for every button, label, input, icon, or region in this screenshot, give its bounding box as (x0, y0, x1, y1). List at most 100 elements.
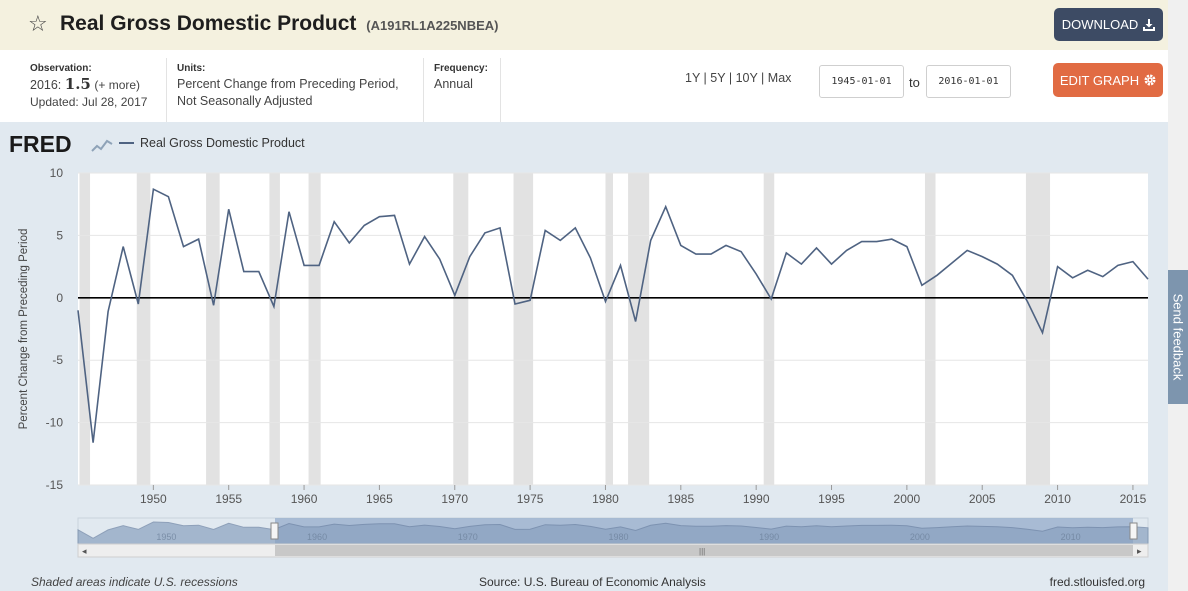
download-icon (1143, 18, 1156, 31)
recession-band (308, 173, 321, 485)
range-selector: 1Y | 5Y | 10Y | Max (685, 71, 791, 85)
y-tick-label: 10 (50, 166, 64, 180)
title-bar: ☆ Real Gross Domestic Product (A191RL1A2… (0, 0, 1168, 50)
x-tick-label: 1960 (291, 492, 318, 506)
send-feedback-tab[interactable]: Send feedback (1168, 270, 1188, 404)
edit-graph-label: EDIT GRAPH (1059, 72, 1140, 88)
y-tick-label: 5 (56, 228, 63, 242)
navigator-year-label: 2010 (1061, 532, 1081, 542)
recession-shading (79, 173, 1051, 485)
recession-band (206, 173, 220, 485)
navigator-labels: 1950 1960 1970 1980 1990 2000 2010 (156, 532, 1080, 542)
download-button[interactable]: DOWNLOAD (1054, 8, 1163, 41)
x-tick-label: 1965 (366, 492, 393, 506)
info-divider (500, 58, 501, 122)
recession-band (1025, 173, 1051, 485)
y-axis-label: Percent Change from Preceding Period (18, 229, 30, 430)
y-tick-label: 0 (56, 291, 63, 305)
recession-band (924, 173, 936, 485)
observation-more-link[interactable]: (+ more) (94, 78, 141, 92)
edit-graph-button[interactable]: EDIT GRAPH (1053, 63, 1163, 97)
x-tick-label: 1975 (517, 492, 544, 506)
download-label: DOWNLOAD (1061, 17, 1139, 32)
updated-date: Updated: Jul 28, 2017 (30, 95, 148, 109)
y-tick-label: -15 (46, 478, 64, 492)
scroll-left-arrow[interactable]: ◂ (82, 546, 87, 556)
range-1y[interactable]: 1Y (685, 71, 701, 85)
series-line[interactable] (77, 187, 1149, 443)
scrollbar-thumb[interactable] (275, 545, 1133, 556)
x-tick-label: 1995 (818, 492, 845, 506)
x-tick-label: 2010 (1044, 492, 1071, 506)
navigator-series (77, 521, 1149, 545)
gear-icon (1144, 74, 1156, 86)
y-axis: 10 5 0 -5 -10 -15 (46, 166, 64, 492)
x-tick-label: 1985 (667, 492, 694, 506)
series-title: Real Gross Domestic Product (60, 12, 357, 35)
observation-year: 2016: (30, 78, 62, 92)
range-10y[interactable]: 10Y (735, 71, 758, 85)
navigator-right-handle[interactable] (1129, 522, 1138, 540)
navigator-year-label: 1960 (307, 532, 327, 542)
navigator-year-label: 1980 (608, 532, 628, 542)
x-tick-label: 2005 (969, 492, 996, 506)
recession-band (513, 173, 534, 485)
to-label: to (909, 75, 920, 90)
recession-band (269, 173, 280, 485)
navigator-year-label: 1950 (156, 532, 176, 542)
x-tick-label: 1955 (215, 492, 242, 506)
x-tick-label: 1970 (441, 492, 468, 506)
scrollbar-grip-icon: ||| (699, 547, 705, 556)
frequency-block: Frequency: Annual (434, 62, 488, 93)
units-line2: Not Seasonally Adjusted (177, 94, 313, 108)
x-axis: 1950 1955 1960 1965 1970 1975 1980 1985 1990 1995… (140, 485, 1147, 506)
start-date-input[interactable]: 1945-01-01 (819, 65, 904, 98)
x-tick-label: 2000 (894, 492, 921, 506)
units-block: Units: Percent Change from Preceding Per… (177, 62, 399, 110)
units-label: Units: (177, 63, 206, 74)
gridlines (78, 172, 1148, 486)
end-date-input[interactable]: 2016-01-01 (926, 65, 1011, 98)
recession-band (605, 173, 613, 485)
scroll-right-arrow[interactable]: ▸ (1137, 546, 1142, 556)
info-divider (423, 58, 424, 122)
recession-band (453, 173, 469, 485)
info-divider (166, 58, 167, 122)
range-max[interactable]: Max (767, 71, 792, 85)
y-tick-label: -5 (52, 353, 63, 367)
send-feedback-label: Send feedback (1170, 293, 1186, 381)
navigator-left-handle[interactable] (270, 522, 279, 540)
recession-band (628, 173, 650, 485)
star-icon[interactable]: ☆ (28, 11, 48, 36)
series-id: (A191RL1A225NBEA) (366, 18, 499, 33)
fred-logo-icon (91, 139, 113, 152)
info-row: Observation: 2016: 1.5 (+ more) Updated:… (0, 50, 1168, 122)
x-tick-label: 1950 (140, 492, 167, 506)
fred-logo: FRED (9, 131, 72, 157)
site-credit[interactable]: fred.stlouisfed.org (1050, 575, 1145, 589)
navigator-year-label: 1990 (759, 532, 779, 542)
recession-band (79, 173, 91, 485)
range-5y[interactable]: 5Y (710, 71, 726, 85)
x-tick-label: 1980 (592, 492, 619, 506)
range-separator: | (725, 71, 736, 85)
frequency-label: Frequency: (434, 63, 488, 74)
range-separator: | (757, 71, 768, 85)
recession-band (763, 173, 775, 485)
source-credit[interactable]: Source: U.S. Bureau of Economic Analysis (479, 575, 706, 589)
legend-label[interactable]: Real Gross Domestic Product (140, 136, 305, 150)
y-tick-label: -10 (46, 416, 64, 430)
observation-label: Observation: (30, 63, 92, 74)
observation-value: 1.5 (64, 75, 91, 93)
navigator-year-label: 1970 (458, 532, 478, 542)
graph-panel: FRED Real Gross Domestic Product 10 5 0 -5 -… (0, 122, 1168, 591)
x-tick-label: 2015 (1120, 492, 1147, 506)
recession-note: Shaded areas indicate U.S. recessions (31, 575, 238, 589)
observation-block: Observation: 2016: 1.5 (+ more) Updated:… (30, 62, 147, 111)
range-separator: | (700, 71, 711, 85)
units-line1: Percent Change from Preceding Period, (177, 77, 399, 91)
x-tick-label: 1990 (743, 492, 770, 506)
page-title: Real Gross Domestic Product (A191RL1A225… (60, 12, 498, 36)
navigator-year-label: 2000 (910, 532, 930, 542)
recession-band (136, 173, 151, 485)
